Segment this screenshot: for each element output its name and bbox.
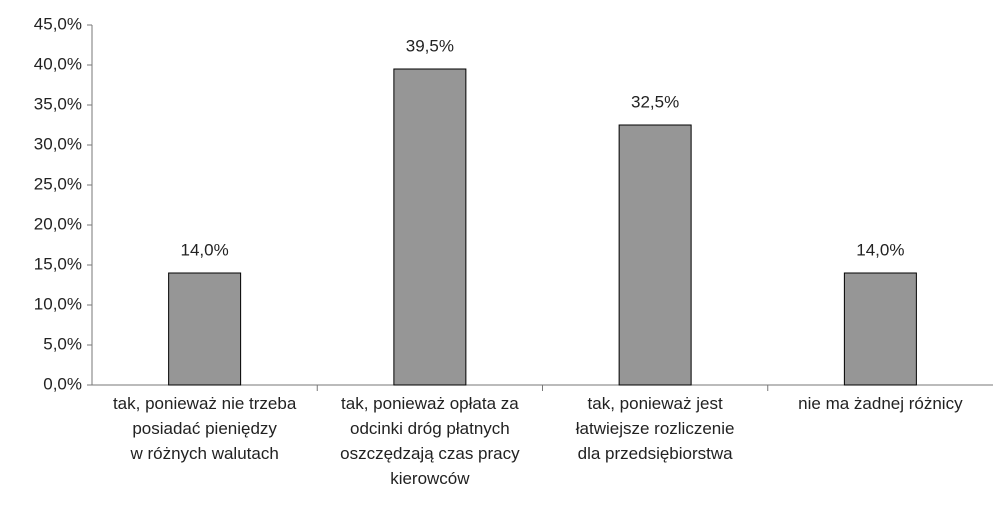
x-tick-label: tak, ponieważ nie trzeba posiadać pienięd… — [113, 394, 297, 463]
y-tick-label: 30,0% — [34, 134, 82, 153]
bar — [168, 272, 242, 386]
data-label: 39,5% — [406, 36, 454, 55]
y-tick-label: 0,0% — [43, 374, 82, 393]
bar — [618, 124, 692, 386]
x-tick-label: tak, ponieważ jest łatwiejsze rozliczenie… — [576, 394, 735, 463]
y-tick-label: 35,0% — [34, 94, 82, 113]
y-tick-label: 40,0% — [34, 54, 82, 73]
data-label: 14,0% — [856, 240, 904, 259]
y-tick-label: 10,0% — [34, 294, 82, 313]
x-tick-label: tak, ponieważ opłata za odcinki dróg płat… — [340, 394, 520, 488]
bar — [843, 272, 917, 386]
bar — [393, 68, 467, 386]
data-label: 32,5% — [631, 92, 679, 111]
y-tick-label: 25,0% — [34, 174, 82, 193]
data-label: 14,0% — [181, 240, 229, 259]
y-tick-label: 20,0% — [34, 214, 82, 233]
y-tick-label: 15,0% — [34, 254, 82, 273]
x-tick-label: nie ma żadnej różnicy — [798, 394, 963, 413]
y-tick-label: 5,0% — [43, 334, 82, 353]
y-tick-label: 45,0% — [34, 14, 82, 33]
